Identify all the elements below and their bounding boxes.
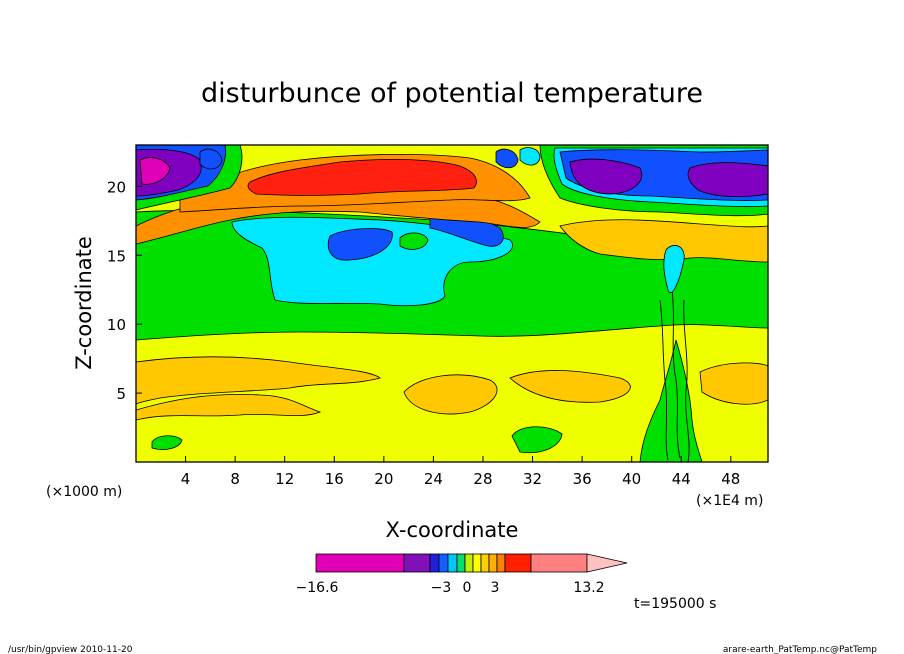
field-coldest-top-right-1 <box>569 158 642 195</box>
colorbar-segment <box>480 553 490 573</box>
colorbar-segment <box>464 553 474 573</box>
x-tick-label: 16 <box>325 470 344 488</box>
temperature-field <box>136 145 768 462</box>
field-convective-column-lines <box>659 289 690 462</box>
field-cold-core <box>231 216 513 307</box>
y-tick-label: 5 <box>116 385 126 403</box>
field-extreme-cold-top-left <box>139 157 171 185</box>
field-warm-blob-right <box>509 370 631 403</box>
colorbar-labels: −16.6 −3 0 3 13.2 <box>296 580 605 596</box>
colorbar-segment <box>504 553 532 573</box>
field-weak-cold-blob-bottom-mid <box>511 426 563 454</box>
x-axis-label: X-coordinate <box>386 518 519 542</box>
x-tick-label: 24 <box>424 470 443 488</box>
field-cold-blob-small <box>399 232 429 250</box>
time-label: t=195000 s <box>634 596 716 612</box>
colorbar-segment <box>429 553 440 573</box>
colorbar-label: −16.6 <box>296 580 339 596</box>
field-weak-cold-column <box>639 339 703 462</box>
colorbar-segment <box>488 553 498 573</box>
footer-right: arare-earth_PatTemp.nc@PatTemp <box>723 645 877 654</box>
x-tick-label: 36 <box>573 470 592 488</box>
x-tick-label: 12 <box>275 470 294 488</box>
x-tick-label: 44 <box>672 470 691 488</box>
x-tick-label: 40 <box>622 470 641 488</box>
colorbar-segment <box>447 553 458 573</box>
field-warm-low-left <box>136 393 322 421</box>
colorbar-segment <box>496 553 506 573</box>
colorbar-label: 0 <box>463 580 472 596</box>
plot-frame <box>135 144 769 463</box>
footer-left: /usr/bin/gpview 2010-11-20 <box>8 645 133 654</box>
field-colder-blob-top <box>199 148 223 170</box>
field-hot-core <box>247 158 477 196</box>
x-tick-label: 32 <box>523 470 542 488</box>
x-tick-label: 48 <box>721 470 740 488</box>
field-warm-low-band <box>136 356 381 405</box>
colorbar-segment <box>472 553 482 573</box>
field-cold-streak <box>663 245 685 293</box>
field-weak-warm-right <box>559 219 768 263</box>
y-tick-label: 15 <box>107 247 126 265</box>
colorbar-segment <box>530 553 588 573</box>
x-tick-label: 4 <box>181 470 191 488</box>
y-tick-label: 20 <box>107 178 126 196</box>
chart-title: disturbunce of potential temperature <box>201 78 703 109</box>
colorbar-segment <box>456 553 466 573</box>
field-warm-blob-center <box>403 374 498 415</box>
x-tick-label: 8 <box>230 470 240 488</box>
x-tick-label: 20 <box>374 470 393 488</box>
colorbar-label: −3 <box>431 580 452 596</box>
y-axis-label: Z-coordinate <box>72 236 96 370</box>
colorbar-label: 13.2 <box>573 580 604 596</box>
colorbar-segment <box>315 553 405 573</box>
x-unit-right: (×1E4 m) <box>696 493 763 509</box>
field-colder-blob-top-2 <box>495 148 519 169</box>
colorbar-segment <box>438 553 449 573</box>
colorbar-max-arrow <box>586 553 628 573</box>
field-colder-core-1 <box>327 228 393 261</box>
x-tick-label: 28 <box>473 470 492 488</box>
colorbar <box>315 553 628 573</box>
field-weak-cold-blob-bottom-left <box>151 435 183 450</box>
field-cold-blob-top-3 <box>519 147 541 166</box>
colorbar-segment <box>403 553 431 573</box>
field-warm-blob-far-right <box>699 362 768 405</box>
y-axis-ticks: 5 10 15 20 <box>107 178 142 403</box>
colorbar-label: 3 <box>491 580 500 596</box>
x-axis-ticks: 4 8 12 16 20 24 28 32 36 40 44 48 <box>181 456 740 488</box>
x-unit-left: (×1000 m) <box>46 484 122 500</box>
y-tick-label: 10 <box>107 316 126 334</box>
field-coldest-top-right-2 <box>687 162 768 198</box>
